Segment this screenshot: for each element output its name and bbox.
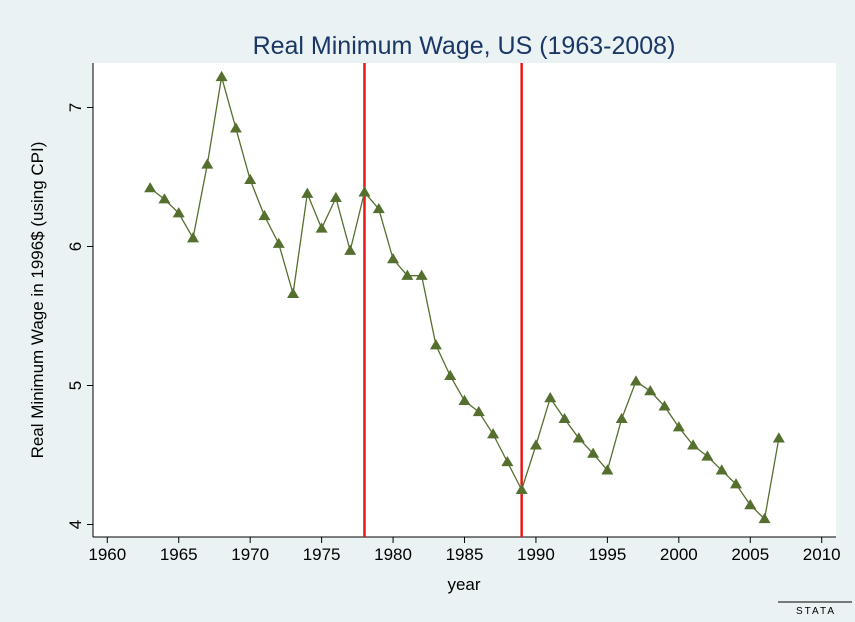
x-tick-label: 1980 (374, 545, 412, 564)
point-marker (501, 455, 514, 467)
plot-area (93, 63, 836, 537)
x-tick-label: 2005 (731, 545, 769, 564)
point-marker (615, 412, 628, 424)
point-marker (687, 439, 700, 450)
point-marker (372, 202, 385, 214)
point-marker (701, 450, 714, 461)
point-marker (329, 191, 342, 203)
point-marker (629, 375, 642, 386)
x-tick-label: 1995 (588, 545, 626, 564)
point-marker (429, 339, 442, 350)
point-marker (601, 464, 614, 475)
x-tick-label: 2010 (803, 545, 841, 564)
x-axis-label: year (447, 575, 480, 594)
point-marker (215, 70, 228, 82)
point-marker (344, 244, 357, 255)
point-marker (387, 252, 400, 264)
x-tick-label: 1985 (446, 545, 484, 564)
point-marker (758, 512, 771, 524)
y-tick-label: 5 (66, 381, 85, 390)
point-marker (715, 464, 728, 475)
point-marker (201, 158, 214, 169)
point-marker (158, 193, 171, 204)
chart-title: Real Minimum Wage, US (1963-2008) (253, 32, 676, 60)
point-marker (287, 287, 300, 298)
point-marker (172, 207, 185, 218)
x-tick-label: 2000 (660, 545, 698, 564)
x-tick-label: 1970 (231, 545, 269, 564)
point-marker (415, 269, 428, 280)
point-marker (644, 385, 657, 396)
point-marker (401, 269, 414, 280)
point-marker (772, 432, 785, 443)
y-tick-label: 7 (66, 103, 85, 112)
point-marker (672, 421, 685, 432)
point-marker (572, 432, 585, 443)
x-tick-label: 1990 (517, 545, 555, 564)
point-marker (244, 173, 257, 184)
point-marker (558, 412, 571, 424)
y-axis-label: Real Minimum Wage in 1996$ (using CPI) (28, 142, 47, 459)
point-marker (658, 400, 671, 411)
y-tick-label: 4 (66, 520, 85, 529)
point-marker (358, 186, 371, 197)
x-tick-label: 1960 (88, 545, 126, 564)
point-marker (587, 447, 600, 458)
y-tick-label: 6 (66, 242, 85, 251)
watermark: STATA (796, 606, 836, 617)
point-marker (515, 483, 528, 494)
x-tick-label: 1975 (303, 545, 341, 564)
point-marker (301, 187, 314, 198)
point-marker (315, 222, 328, 233)
point-marker (472, 405, 485, 417)
point-marker (229, 122, 242, 133)
point-marker (529, 439, 542, 450)
point-marker (258, 209, 271, 221)
x-tick-label: 1965 (160, 545, 198, 564)
point-marker (487, 428, 500, 439)
point-marker (144, 182, 157, 193)
point-marker (729, 478, 742, 489)
point-marker (458, 394, 471, 405)
point-marker (272, 237, 285, 248)
point-marker (544, 391, 557, 403)
point-marker (444, 369, 457, 380)
point-marker (744, 499, 757, 510)
point-marker (187, 232, 200, 243)
